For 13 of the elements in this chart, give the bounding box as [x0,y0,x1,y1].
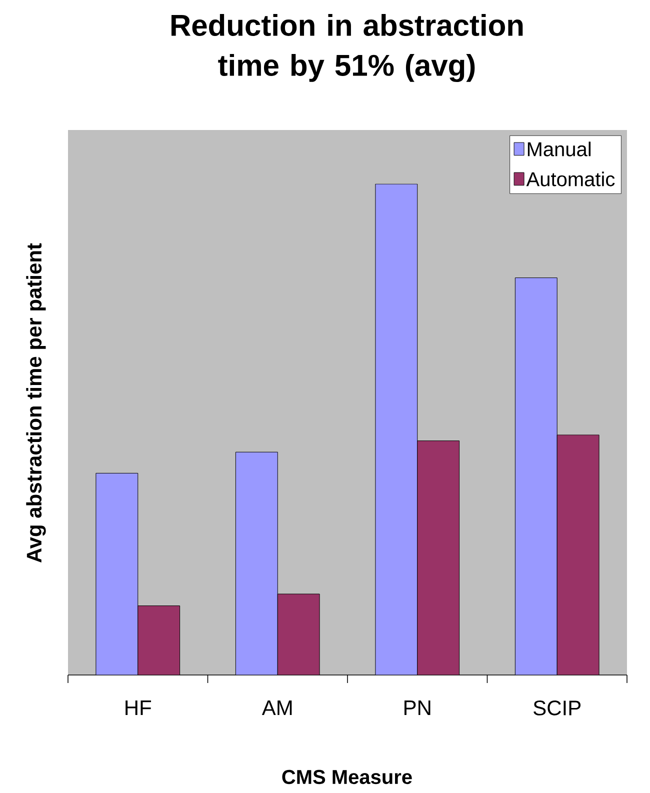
bar [277,594,320,675]
bar [137,606,180,675]
x-axis-title: CMS Measure [282,770,412,784]
legend-label: Automatic [526,172,615,186]
bar [416,440,460,675]
x-tick-label: PN [404,700,430,715]
x-tick-label: HF [125,700,151,715]
bar [556,434,600,675]
y-axis-title: Avg abstraction time per patient [26,243,46,563]
legend-label: Manual [528,142,590,156]
x-tick-label: AM [262,700,292,715]
x-tick-label: SCIP [533,700,580,716]
chart-title: Reduction in abstraction time by 51% (avg) [171,14,522,82]
